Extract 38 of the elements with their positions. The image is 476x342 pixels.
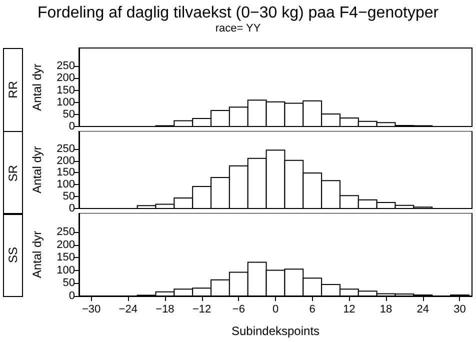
y-tick-label: 250	[56, 226, 75, 238]
x-tick-label: 24	[416, 304, 429, 316]
text: SS	[6, 246, 20, 263]
y-tick-label: 50	[62, 277, 75, 290]
y-tick-label: 0	[68, 120, 75, 132]
x-tick-label: −24	[118, 304, 138, 316]
y-tick-label: 50	[62, 190, 75, 203]
x-tick-label: 6	[309, 304, 316, 316]
chart-title: Fordeling af daglig tilvaekst (0−30 kg) paa F4−genotyper	[37, 4, 440, 22]
y-tick-label: 250	[56, 60, 75, 72]
y-tick-label: 100	[56, 178, 75, 191]
x-tick-label: 0	[272, 304, 279, 316]
y-tick-label: 100	[56, 96, 75, 108]
y-tick-label: 200	[56, 72, 75, 84]
x-tick-label: 12	[343, 304, 356, 316]
y-tick-label: 200	[56, 154, 75, 167]
x-tick-label: −18	[156, 304, 174, 316]
y-tick-label: 200	[56, 238, 75, 251]
y-tick-label: 150	[56, 166, 75, 179]
y-axis-title: Antal dyr	[30, 146, 44, 194]
y-axis-title: Antal dyr	[30, 64, 44, 111]
y-tick-label: 0	[68, 290, 75, 302]
x-tick-label: 18	[380, 304, 392, 316]
text: SR	[6, 164, 20, 182]
text: RR	[6, 81, 20, 99]
x-tick-label: −12	[192, 304, 212, 316]
x-tick-label: −30	[82, 304, 101, 316]
chart-subtitle: race= YY	[215, 22, 262, 34]
y-tick-label: 100	[56, 264, 75, 276]
y-tick-label: 50	[62, 108, 75, 120]
y-axis-title: Antal dyr	[30, 230, 44, 278]
x-tick-label: −6	[232, 304, 245, 316]
x-tick-label: 30	[454, 304, 466, 316]
y-tick-label: 150	[56, 252, 75, 264]
y-tick-label: 150	[56, 84, 75, 96]
y-tick-label: 0	[68, 202, 75, 214]
x-axis-title: Subindekspoints	[231, 324, 320, 338]
y-tick-label: 250	[56, 142, 75, 155]
